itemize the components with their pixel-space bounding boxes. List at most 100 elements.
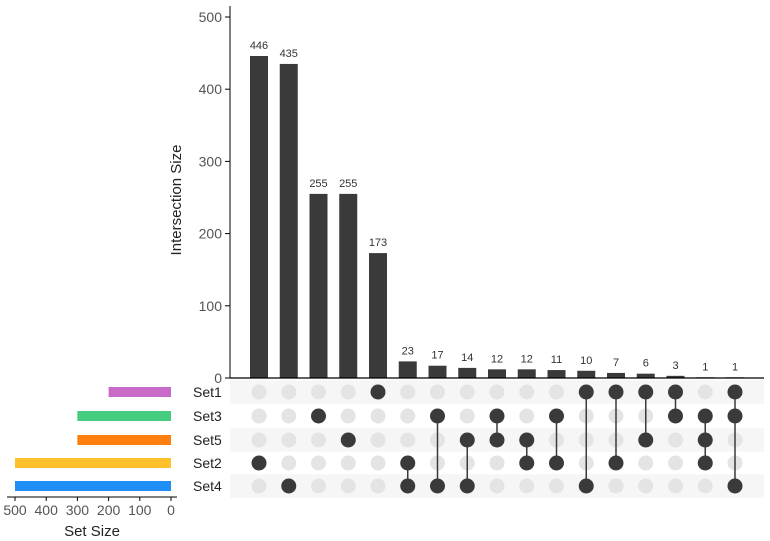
matrix-dot-inactive <box>340 384 356 400</box>
matrix-dot-active <box>370 384 386 400</box>
matrix-dot-inactive <box>281 432 297 448</box>
intersection-bar <box>309 193 328 378</box>
matrix-dot-active <box>668 408 683 424</box>
matrix-dot-active <box>489 408 505 424</box>
y-tick-label: 0 <box>214 370 222 386</box>
matrix-dot-inactive <box>251 384 267 400</box>
matrix-dot-active <box>340 432 356 448</box>
intersection-bar-label: 435 <box>280 48 298 60</box>
intersection-bar-label: 173 <box>369 237 387 249</box>
set-label: Set1 <box>193 384 222 400</box>
matrix-dot-active <box>400 478 416 494</box>
matrix-dot-active <box>668 384 683 400</box>
set-size-tick-label: 500 <box>3 502 27 518</box>
y-tick-label: 300 <box>199 153 223 169</box>
intersection-bar-label: 7 <box>613 357 619 369</box>
matrix-dot-active <box>608 384 624 400</box>
matrix-dot-inactive <box>638 455 654 471</box>
matrix-dot-inactive <box>370 455 386 471</box>
intersection-bar-label: 446 <box>250 40 268 52</box>
set-size-tick-label: 300 <box>66 502 90 518</box>
matrix-dot-inactive <box>697 384 713 400</box>
intersection-bar <box>488 369 506 378</box>
matrix-dot-inactive <box>281 408 297 424</box>
set-size-bar <box>77 435 171 445</box>
matrix-dot-active <box>489 432 505 448</box>
intersection-bar <box>517 369 536 378</box>
matrix-dot-active <box>697 455 713 471</box>
matrix-dot-inactive <box>668 432 683 448</box>
matrix-dot-active <box>430 478 445 494</box>
matrix-dot-active <box>727 408 743 424</box>
matrix-dot-inactive <box>519 384 535 400</box>
intersection-bar-label: 12 <box>491 353 503 365</box>
intersection-bar <box>339 193 358 378</box>
matrix-dot-inactive <box>459 408 475 424</box>
intersection-bar-label: 1 <box>702 361 708 373</box>
matrix-dot-active <box>727 478 743 494</box>
set-size-axis-title: Set Size <box>64 523 120 540</box>
matrix-dot-active <box>400 455 416 471</box>
matrix-dot-active <box>459 478 475 494</box>
matrix-dot-inactive <box>519 478 535 494</box>
matrix-dot-active <box>519 432 535 448</box>
intersection-bar-label: 11 <box>551 354 562 366</box>
intersection-bar <box>428 365 447 378</box>
set-labels: Set1 Set3 Set5 Set2 Set4 <box>193 384 222 494</box>
intersection-bar-label: 14 <box>461 352 473 364</box>
intersection-bar-label: 10 <box>580 355 592 367</box>
intersection-bar-label: 3 <box>672 360 678 372</box>
matrix-dot-active <box>578 478 594 494</box>
matrix-dot-inactive <box>311 478 326 494</box>
matrix-dot-active <box>697 432 713 448</box>
matrix-dot-inactive <box>281 455 297 471</box>
matrix-dot-inactive <box>459 384 475 400</box>
intersection-bar <box>458 367 477 378</box>
matrix-dot-inactive <box>549 478 564 494</box>
intersection-bar-label: 1 <box>732 361 738 373</box>
set-label: Set5 <box>193 432 222 448</box>
matrix-dot-inactive <box>489 384 505 400</box>
intersection-bar <box>398 361 417 378</box>
matrix-dot-inactive <box>340 455 356 471</box>
y-tick-label: 400 <box>199 81 223 97</box>
y-tick-label: 200 <box>199 226 223 242</box>
intersection-bar-label: 17 <box>431 350 443 362</box>
matrix-dot-inactive <box>489 455 505 471</box>
intersection-bars <box>250 55 744 379</box>
set-size-bar <box>15 481 171 491</box>
set-size-tick-label: 100 <box>128 502 152 518</box>
set-size-bar <box>108 387 171 397</box>
intersection-bar-label: 12 <box>521 353 533 365</box>
matrix-dot-inactive <box>519 408 535 424</box>
intersection-size-axis-title: Intersection Size <box>168 145 185 256</box>
set-size-axis: 500 400 300 200 100 0 <box>3 496 177 518</box>
matrix-dot-inactive <box>370 432 386 448</box>
matrix-dot-inactive <box>489 478 505 494</box>
y-tick-label: 100 <box>199 298 223 314</box>
matrix-dot-active <box>638 432 654 448</box>
intersection-bar <box>279 63 298 379</box>
matrix-dot-active <box>459 432 475 448</box>
set-size-tick-label: 0 <box>167 502 175 518</box>
matrix-dot-active <box>311 408 326 424</box>
matrix-dot-inactive <box>400 384 416 400</box>
set-size-tick-label: 400 <box>35 502 59 518</box>
y-tick-label: 500 <box>199 9 223 25</box>
matrix-dot-inactive <box>281 384 297 400</box>
matrix-dot-active <box>549 455 564 471</box>
matrix-dot-active <box>638 384 654 400</box>
matrix-dot-inactive <box>311 432 326 448</box>
matrix-dot-inactive <box>400 408 416 424</box>
intersection-bar-label: 23 <box>402 345 414 357</box>
set-label: Set2 <box>193 455 222 471</box>
intersection-bar <box>547 370 566 378</box>
matrix-dot-active <box>549 408 564 424</box>
matrix-dot-inactive <box>668 478 683 494</box>
matrix-dot-inactive <box>340 408 356 424</box>
matrix-dot-inactive <box>370 478 386 494</box>
matrix-dot-inactive <box>638 478 654 494</box>
intersection-bar <box>250 55 268 378</box>
